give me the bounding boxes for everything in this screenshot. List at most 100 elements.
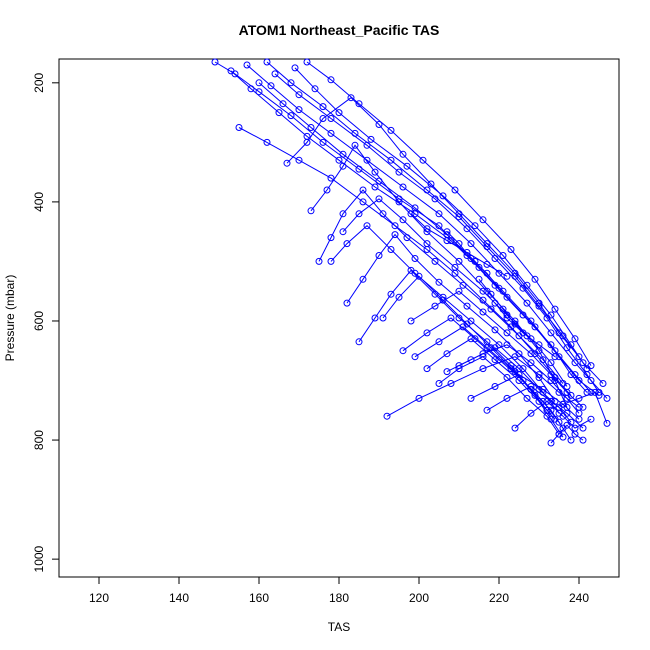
plot-area xyxy=(211,58,611,447)
profile-31-point-1 xyxy=(407,210,415,218)
profile-5-point-13 xyxy=(599,380,607,387)
profile-15-point-1 xyxy=(343,299,351,307)
profile-line-10 xyxy=(306,61,592,366)
x-tick-label: 240 xyxy=(569,591,589,605)
profile-4-point-6 xyxy=(411,204,419,212)
profile-14-point-6 xyxy=(451,263,459,271)
profile-26-point-6 xyxy=(575,415,583,423)
profile-18-point-3 xyxy=(447,380,455,387)
profile-11-point-12 xyxy=(551,377,559,384)
profile-33-point-2 xyxy=(487,290,495,298)
profile-line-13 xyxy=(330,225,560,414)
profile-30-point-1 xyxy=(543,406,551,414)
profile-21-point-5 xyxy=(507,365,515,373)
y-axis-label: Pressure (mbar) xyxy=(3,275,17,362)
profile-16-point-3 xyxy=(387,290,395,298)
profile-17-point-3 xyxy=(415,272,423,280)
profile-9-point-1 xyxy=(291,64,299,72)
profile-20-point-9 xyxy=(579,403,587,411)
profile-34-point-3 xyxy=(519,329,527,337)
profile-14-point-4 xyxy=(399,216,407,224)
profile-8-point-9 xyxy=(483,240,491,248)
profile-22-point-4 xyxy=(491,356,499,364)
profile-34-point-2 xyxy=(503,314,511,322)
profile-6-point-7 xyxy=(463,225,471,233)
profile-1-point-3 xyxy=(255,88,263,96)
profile-10-point-4 xyxy=(387,126,395,134)
profile-15-point-6 xyxy=(435,278,443,286)
profile-22-point-6 xyxy=(535,397,543,405)
profile-2-point-2 xyxy=(247,85,255,93)
profile-9-point-11 xyxy=(567,341,575,349)
profile-19-point-1 xyxy=(399,347,407,355)
profile-8-point-3 xyxy=(319,115,327,122)
profile-22-point-7 xyxy=(551,415,559,423)
profile-1-point-12 xyxy=(547,341,555,349)
profile-15-point-8 xyxy=(491,326,499,334)
profile-line-26 xyxy=(470,374,580,420)
profile-9-point-9 xyxy=(523,281,531,289)
profile-18-point-5 xyxy=(511,353,519,361)
profile-2-point-6 xyxy=(371,183,379,191)
profile-27-point-3 xyxy=(527,383,535,390)
profile-24-point-2 xyxy=(467,356,475,364)
profile-34-point-4 xyxy=(535,341,543,349)
profile-8-point-2 xyxy=(303,138,311,146)
x-tick-label: 120 xyxy=(89,591,109,605)
profile-29-point-5 xyxy=(579,436,587,444)
profile-23-point-5 xyxy=(523,394,531,402)
profile-29-point-1 xyxy=(547,439,555,447)
profile-4-point-2 xyxy=(279,100,287,108)
profile-12-point-9 xyxy=(487,305,495,313)
profile-11-point-2 xyxy=(323,186,331,194)
profile-10-point-6 xyxy=(451,186,459,194)
x-tick-label: 200 xyxy=(409,591,429,605)
y-axis: 200 400 600 800 1000 xyxy=(32,72,59,572)
y-tick-label: 1000 xyxy=(32,545,46,572)
profile-1-point-1 xyxy=(211,58,219,66)
profile-13-point-4 xyxy=(387,246,395,253)
profile-6-point-8 xyxy=(491,255,499,262)
profile-5-point-3 xyxy=(319,103,327,111)
profile-line-3 xyxy=(246,64,608,399)
profile-3-point-8 xyxy=(467,240,475,248)
profile-25-point-1 xyxy=(455,362,463,370)
profile-34-point-1 xyxy=(491,299,499,307)
profile-12-point-1 xyxy=(315,257,323,265)
profile-18-point-4 xyxy=(479,365,487,373)
profile-10-point-5 xyxy=(419,156,427,164)
profile-21-point-2 xyxy=(435,338,443,346)
profile-27-point-4 xyxy=(547,397,555,405)
profile-12-point-6 xyxy=(403,234,411,242)
profile-line-31 xyxy=(410,213,508,277)
profile-3-point-13 xyxy=(587,377,595,384)
profile-31-point-6 xyxy=(503,272,511,280)
profile-26-point-2 xyxy=(491,383,499,390)
profile-12-point-3 xyxy=(339,210,347,218)
profile-12-point-7 xyxy=(431,257,439,265)
profile-line-22 xyxy=(426,338,556,420)
profile-15-point-4 xyxy=(391,231,399,239)
profile-9-point-7 xyxy=(471,222,479,230)
profile-line-20 xyxy=(410,290,584,408)
profile-14-point-2 xyxy=(355,210,363,218)
profile-9-point-8 xyxy=(499,252,507,259)
profile-3-point-14 xyxy=(603,394,611,402)
profile-12-point-8 xyxy=(459,281,467,289)
profile-line-12 xyxy=(318,189,564,384)
profile-18-point-1 xyxy=(383,412,391,420)
profile-32-point-3 xyxy=(467,255,475,262)
profile-4-point-4 xyxy=(339,150,347,158)
profile-15-point-2 xyxy=(359,275,367,283)
profile-7-point-1 xyxy=(235,124,243,131)
profile-27-point-2 xyxy=(503,394,511,402)
profile-16-point-1 xyxy=(355,338,363,346)
profile-32-point-4 xyxy=(483,269,491,277)
profile-20-point-1 xyxy=(407,317,415,325)
x-axis: 120 140 160 180 200 220 240 xyxy=(89,577,589,605)
profile-26-point-4 xyxy=(539,385,547,393)
profile-10-point-12 xyxy=(587,362,595,370)
profile-20-point-5 xyxy=(503,329,511,337)
profile-line-8 xyxy=(286,97,580,358)
profile-19-point-2 xyxy=(423,329,431,337)
